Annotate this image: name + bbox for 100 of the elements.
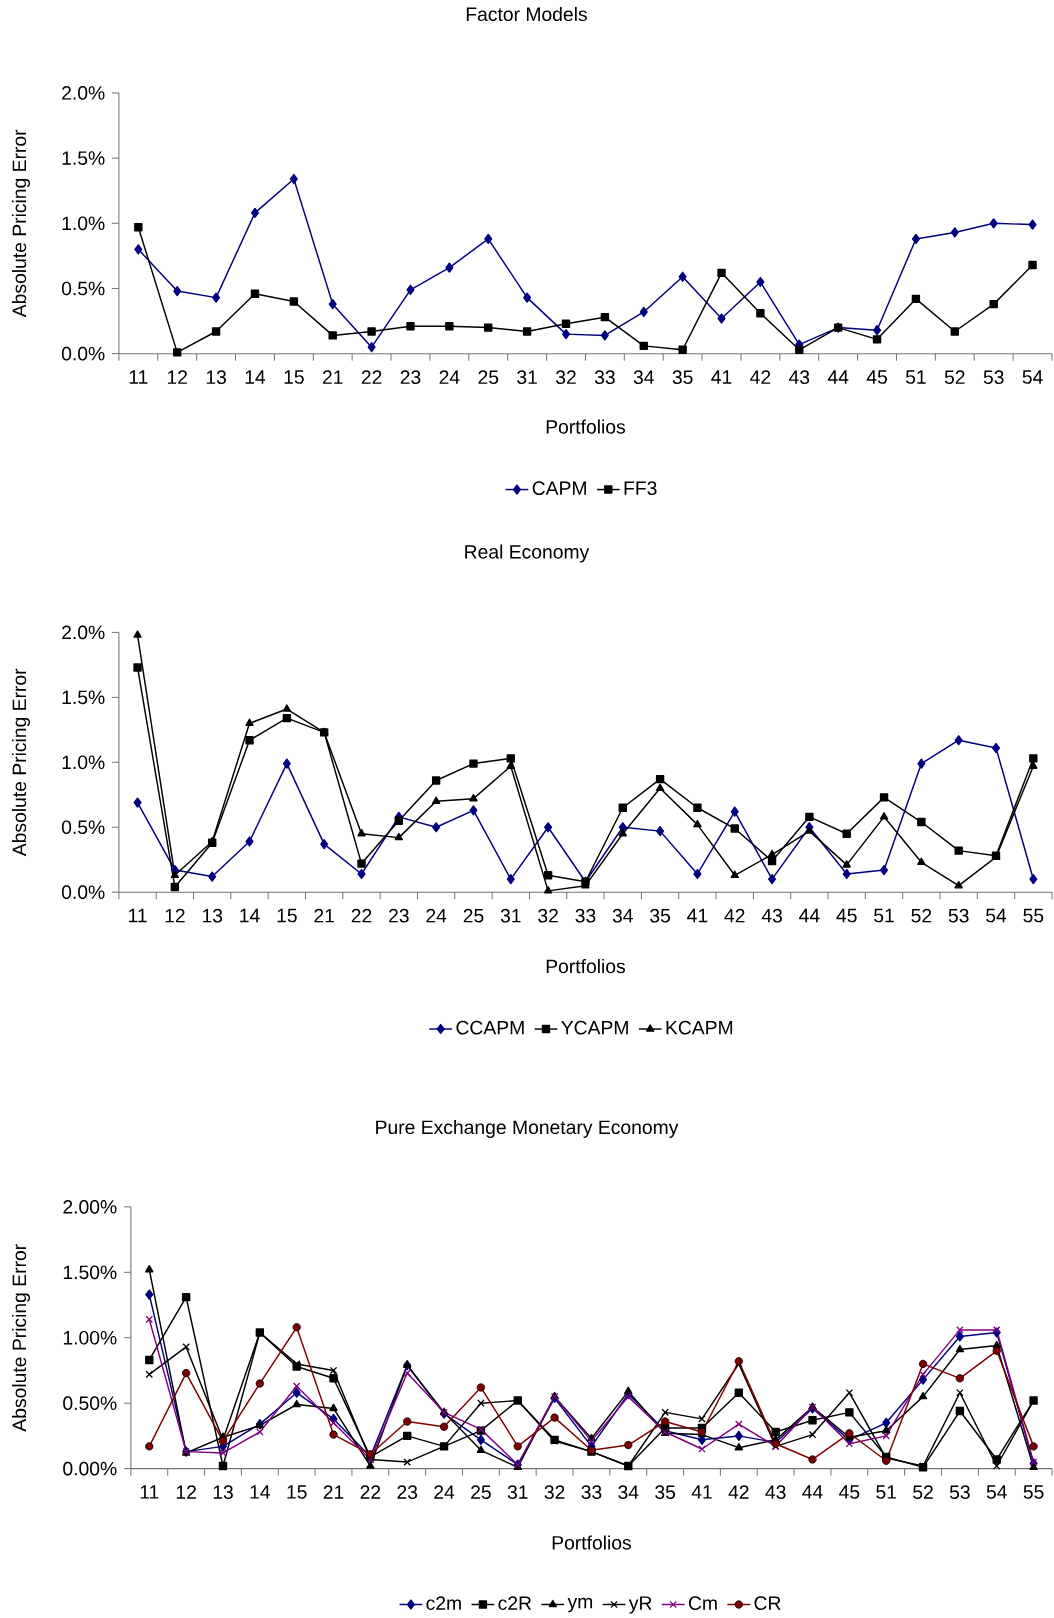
x-tick-label: 41 xyxy=(711,370,732,384)
chart-title: Factor Models xyxy=(466,6,587,22)
x-tick-label: 43 xyxy=(765,1485,786,1499)
x-tick-label: 15 xyxy=(287,1485,307,1499)
x-tick-label: 14 xyxy=(245,370,266,384)
x-tick-label: 23 xyxy=(397,1485,418,1499)
x-tick-label: 22 xyxy=(361,370,382,384)
x-tick-label: 34 xyxy=(633,370,654,385)
x-tick-label: 45 xyxy=(839,1485,860,1499)
x-tick-label: 12 xyxy=(167,370,187,384)
legend-label: CCAPM xyxy=(456,1020,524,1035)
x-tick-label: 15 xyxy=(284,370,304,384)
x-tick-label: 44 xyxy=(802,1485,823,1499)
y-tick-label: 1.5% xyxy=(62,690,105,705)
y-axis-title: Absolute Pricing Error xyxy=(12,668,30,857)
x-tick-label: 25 xyxy=(478,370,499,385)
x-tick-label: 11 xyxy=(140,1485,159,1499)
y-tick-label: 0.5% xyxy=(61,281,105,296)
x-tick-label: 45 xyxy=(866,370,887,384)
x-tick-label: 13 xyxy=(206,370,226,385)
x-tick-label: 14 xyxy=(240,908,260,923)
x-tick-label: 23 xyxy=(389,908,409,923)
x-tick-label: 13 xyxy=(202,908,223,923)
x-tick-label: 25 xyxy=(471,1485,491,1499)
x-tick-label: 41 xyxy=(687,908,708,923)
x-tick-label: 43 xyxy=(788,370,810,385)
x-tick-label: 34 xyxy=(618,1485,639,1499)
x-tick-label: 42 xyxy=(728,1485,749,1499)
legend-label: c2R xyxy=(498,1596,532,1610)
x-tick-label: 34 xyxy=(612,908,633,923)
x-tick-label: 21 xyxy=(314,908,334,923)
y-axis-title: Absolute Pricing Error xyxy=(11,129,30,318)
x-tick-label: 32 xyxy=(544,1485,565,1499)
x-tick-label: 44 xyxy=(799,908,820,923)
x-tick-label: 33 xyxy=(594,370,615,385)
x-tick-label: 52 xyxy=(913,1485,933,1499)
x-tick-label: 14 xyxy=(250,1485,270,1499)
x-tick-label: 31 xyxy=(517,370,537,385)
legend-label: yR xyxy=(628,1596,652,1614)
y-tick-label: 0.00% xyxy=(63,1461,117,1476)
y-tick-label: 1.5% xyxy=(62,151,105,165)
y-tick-label: 0.50% xyxy=(63,1396,117,1411)
y-tick-label: 2.0% xyxy=(62,86,105,100)
legend-label: YCAPM xyxy=(561,1020,628,1035)
y-tick-label: 1.0% xyxy=(62,755,105,770)
x-tick-label: 35 xyxy=(650,908,671,923)
y-tick-label: 2.00% xyxy=(63,1200,117,1214)
x-tick-label: 24 xyxy=(439,370,460,384)
x-tick-label: 43 xyxy=(761,908,782,923)
x-tick-label: 21 xyxy=(322,370,343,384)
x-tick-label: 42 xyxy=(750,370,771,384)
x-tick-label: 44 xyxy=(827,370,849,384)
x-tick-label: 15 xyxy=(277,908,297,923)
legend-label: Cm xyxy=(688,1596,717,1610)
x-tick-label: 51 xyxy=(874,908,894,923)
legend-label: c2m xyxy=(426,1596,461,1610)
x-tick-label: 31 xyxy=(507,1485,528,1499)
y-tick-label: 1.00% xyxy=(63,1330,117,1345)
x-tick-label: 12 xyxy=(176,1485,196,1499)
x-tick-label: 12 xyxy=(165,908,185,923)
x-tick-label: 42 xyxy=(724,908,745,923)
legend-label: FF3 xyxy=(624,481,657,496)
y-tick-label: 0.5% xyxy=(61,820,105,835)
x-tick-label: 22 xyxy=(351,908,372,923)
x-tick-label: 32 xyxy=(538,908,558,923)
legend-label: CAPM xyxy=(532,481,586,496)
y-axis-title: Absolute Pricing Error xyxy=(11,1244,30,1432)
x-tick-label: 22 xyxy=(360,1485,381,1499)
x-tick-label: 41 xyxy=(691,1485,712,1499)
x-tick-label: 52 xyxy=(911,908,932,923)
x-tick-label: 11 xyxy=(129,370,148,384)
y-tick-label: 0.0% xyxy=(61,885,105,899)
x-tick-label: 55 xyxy=(1023,908,1044,923)
legend-label: KCAPM xyxy=(666,1020,733,1035)
x-tick-label: 54 xyxy=(1022,370,1043,384)
x-tick-label: 53 xyxy=(948,908,969,923)
legend-label: CR xyxy=(754,1596,781,1610)
x-tick-label: 23 xyxy=(400,370,421,385)
x-tick-label: 32 xyxy=(555,370,576,385)
x-tick-label: 35 xyxy=(655,1485,676,1499)
x-axis-title: Portfolios xyxy=(546,419,625,434)
x-tick-label: 25 xyxy=(463,908,484,923)
x-tick-label: 52 xyxy=(944,370,965,385)
x-tick-label: 24 xyxy=(426,908,447,923)
x-tick-label: 33 xyxy=(581,1485,602,1499)
x-tick-label: 53 xyxy=(983,370,1004,385)
x-tick-label: 55 xyxy=(1023,1485,1044,1499)
x-tick-label: 11 xyxy=(128,908,147,923)
x-tick-label: 51 xyxy=(905,370,926,384)
x-tick-label: 13 xyxy=(213,1485,233,1499)
y-tick-label: 0.0% xyxy=(61,346,105,361)
x-tick-label: 54 xyxy=(986,908,1007,923)
x-tick-label: 51 xyxy=(876,1485,896,1499)
x-tick-label: 24 xyxy=(434,1485,455,1499)
x-tick-label: 21 xyxy=(323,1485,344,1499)
x-axis-title: Portfolios xyxy=(546,959,625,974)
x-tick-label: 33 xyxy=(575,908,596,923)
legend-label: ym xyxy=(567,1597,593,1613)
x-tick-label: 54 xyxy=(986,1485,1007,1499)
y-tick-label: 1.50% xyxy=(63,1265,117,1280)
